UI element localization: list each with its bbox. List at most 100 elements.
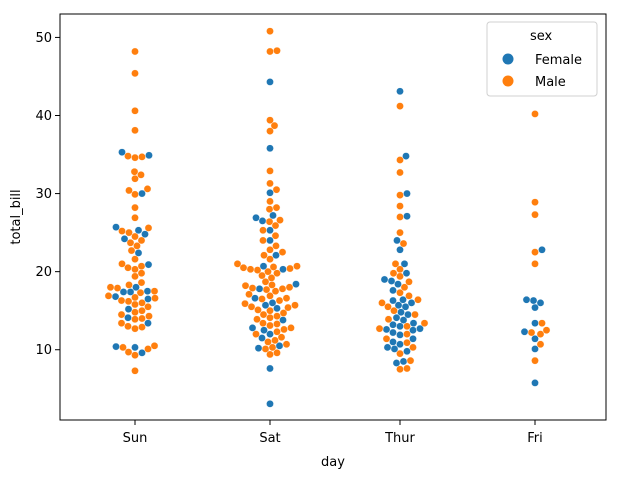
point-sat-male [278,248,287,256]
point-fri-female [520,327,529,336]
point-thur-female [392,313,401,322]
point-sat-female [259,262,268,270]
point-fri-male [536,330,545,338]
point-sat-male [245,290,253,299]
point-thur-male [396,228,404,237]
point-thur-female [399,357,408,366]
point-fri-male [531,198,539,206]
legend-box [486,21,598,97]
point-thur-male [409,343,417,352]
point-fri-female [522,295,531,304]
point-sat-male [261,277,270,286]
point-thur-female [399,316,408,324]
point-fri-female [531,345,539,353]
point-sun-male [137,278,146,287]
point-sat-male [265,217,274,226]
point-thur-male [396,272,404,281]
point-sun-male [131,153,139,162]
data-points [104,27,551,408]
point-sat-male [266,27,274,35]
point-sat-male [282,340,291,349]
point-sun-male [131,367,139,375]
point-thur-male [396,288,404,297]
point-sat-male [273,312,281,320]
point-sat-male [271,221,280,230]
point-fri-male [531,260,539,268]
point-sun-male [145,312,153,320]
point-thur-female [396,331,404,339]
point-sat-male [259,319,267,327]
point-sat-male [239,263,248,272]
point-thur-male [396,213,404,221]
point-thur-female [387,277,396,285]
point-sun-male [144,224,153,232]
point-sat-male [273,349,281,357]
point-sun-female [119,288,128,296]
point-thur-female [400,260,409,268]
point-sat-female [272,251,280,260]
point-thur-male [399,239,408,248]
point-sun-male [113,284,122,292]
point-sun-male [138,306,146,315]
point-sun-male [131,255,139,263]
point-sat-female [251,294,259,303]
point-sat-female [269,211,277,220]
point-thur-male [414,295,422,304]
point-sat-male [267,274,276,282]
point-sat-male [266,245,274,254]
point-fri-female [531,334,539,343]
point-sun-female [144,260,153,269]
point-sat-male [266,321,274,330]
point-sun-female [111,292,120,301]
point-fri-female [531,379,539,387]
point-thur-female [402,152,410,160]
point-thur-male [403,322,411,331]
point-sun-male [106,283,115,292]
x-tick-label-fri: Fri [527,431,543,446]
point-sun-male [125,281,133,289]
point-sat-male [253,315,261,324]
point-thur-female [394,301,403,310]
point-fri-male [542,326,551,335]
point-sat-male [259,236,267,245]
point-sun-male [131,308,139,317]
point-sun-male [117,310,126,319]
point-sun-male [138,314,146,323]
point-sat-male [271,287,280,295]
x-axis-label: day [321,455,345,470]
point-sun-male [137,269,146,278]
point-sat-male [275,296,284,305]
point-thur-female [392,359,401,367]
point-sun-male [130,167,139,176]
axis-ticks: 10 20 30 40 50 Sun Sat Thur Fri [35,31,542,446]
point-sat-female [255,285,264,293]
point-sun-male [131,351,139,360]
point-thur-male [403,364,411,373]
point-sat-male [272,242,280,250]
point-sun-female [124,305,133,313]
point-thur-female [380,275,389,284]
point-thur-male [405,292,413,300]
point-thur-female [404,310,412,319]
point-sat-male [273,320,281,328]
point-sat-male [266,292,274,300]
point-sat-male [276,216,284,224]
point-sat-male [293,262,301,270]
point-sat-male [261,345,270,353]
point-fri-male [531,248,539,256]
point-sun-female [131,343,139,352]
point-sun-male [125,186,133,195]
point-sat-female [258,334,266,342]
point-thur-female [389,296,397,305]
point-sat-male [259,310,268,319]
x-tick-label-thur: Thur [384,431,415,446]
point-sat-male [266,47,274,56]
point-sun-male [150,287,159,295]
point-thur-female [396,245,404,254]
point-fri-male [538,319,546,327]
point-sat-male [248,284,257,292]
point-sat-male [260,251,268,260]
point-thur-male [396,156,404,164]
point-sun-male [117,319,126,327]
point-sat-male [291,301,299,310]
